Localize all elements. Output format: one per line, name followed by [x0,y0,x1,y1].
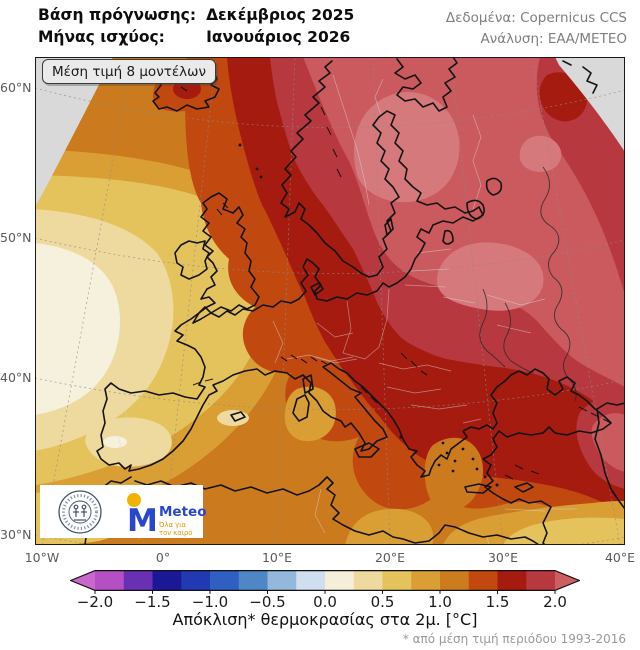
forecast-base-value: Δεκέμβριος 2025 [206,6,355,24]
colorbar [70,570,580,594]
data-source-text: Δεδομένα: Copernicus CCS [445,10,627,26]
forecast-base-label: Βάση πρόγνωσης: [38,6,197,24]
forecast-header: Βάση πρόγνωσης: Δεκέμβριος 2025 Μήνας ισ… [38,6,354,47]
colorbar-tick-label: −0.5 [249,593,286,611]
colorbar-tick-label: −1.0 [191,593,229,611]
projection-gray-corners [35,57,625,207]
lat-label: 30°N [0,527,32,542]
lon-label: 0° [155,550,171,565]
coastlines [84,57,625,545]
map-frame [35,57,625,545]
meteo-tagline-2: τον καιρό [159,529,192,537]
lon-label: 10°W [24,550,60,565]
meteo-dot-icon [127,493,141,507]
lat-label: 50°N [0,230,32,245]
terrain-marks [180,86,612,480]
lon-label: 10°E [261,550,293,565]
observatory-seal [58,490,102,534]
meteo-brand-text: Meteo [159,504,206,520]
analysis-text: Ανάλυση: ΕΑΑ/METEO [480,31,627,47]
colorbar-tick-label: 2.0 [543,593,567,611]
inset-title-text: Μέση τιμή 8 μοντέλων [51,63,206,80]
valid-month-label: Μήνας ισχύος: [38,28,165,46]
graticule [35,57,625,545]
lon-label: 20°E [374,550,406,565]
meteo-logo: M Meteo Όλα για τον καιρό [127,493,206,539]
meteo-m-icon: M [127,503,158,539]
island-dots [238,143,499,487]
source-header: Δεδομένα: Copernicus CCS Ανάλυση: ΕΑΑ/ME… [446,8,627,50]
lon-label: 30°E [487,550,519,565]
colorbar-tick-label: 0.5 [370,593,395,611]
rivers [479,166,577,402]
colorbar-tick-label: 0.0 [313,593,337,611]
logo-box: M Meteo Όλα για τον καιρό [40,485,206,539]
colorbar-footnote: * από μέση τιμή περιόδου 1993-2016 [402,632,626,646]
lat-label: 40°N [0,370,32,385]
europe-anomaly-map: M Meteo Όλα για τον καιρό [35,57,625,545]
lat-label: 60°N [0,80,32,95]
map-canvas: M Meteo Όλα για τον καιρό [35,57,625,545]
colorbar-tick-label: 1.0 [428,593,452,611]
colorbar-tick-label: 1.5 [485,593,510,611]
map-inset-title: Μέση τιμή 8 μοντέλων [42,59,216,84]
colorbar-tick-label: −1.5 [134,593,171,611]
colorbar-tick-label: −2.0 [76,593,114,611]
colorbar-label: Απόκλιση* θερμοκρασίας στα 2μ. [°C] [172,610,478,629]
lon-label: 40°E [604,550,636,565]
meteo-tagline-1: Όλα για [158,521,187,529]
valid-month-value: Ιανουάριος 2026 [206,28,351,46]
